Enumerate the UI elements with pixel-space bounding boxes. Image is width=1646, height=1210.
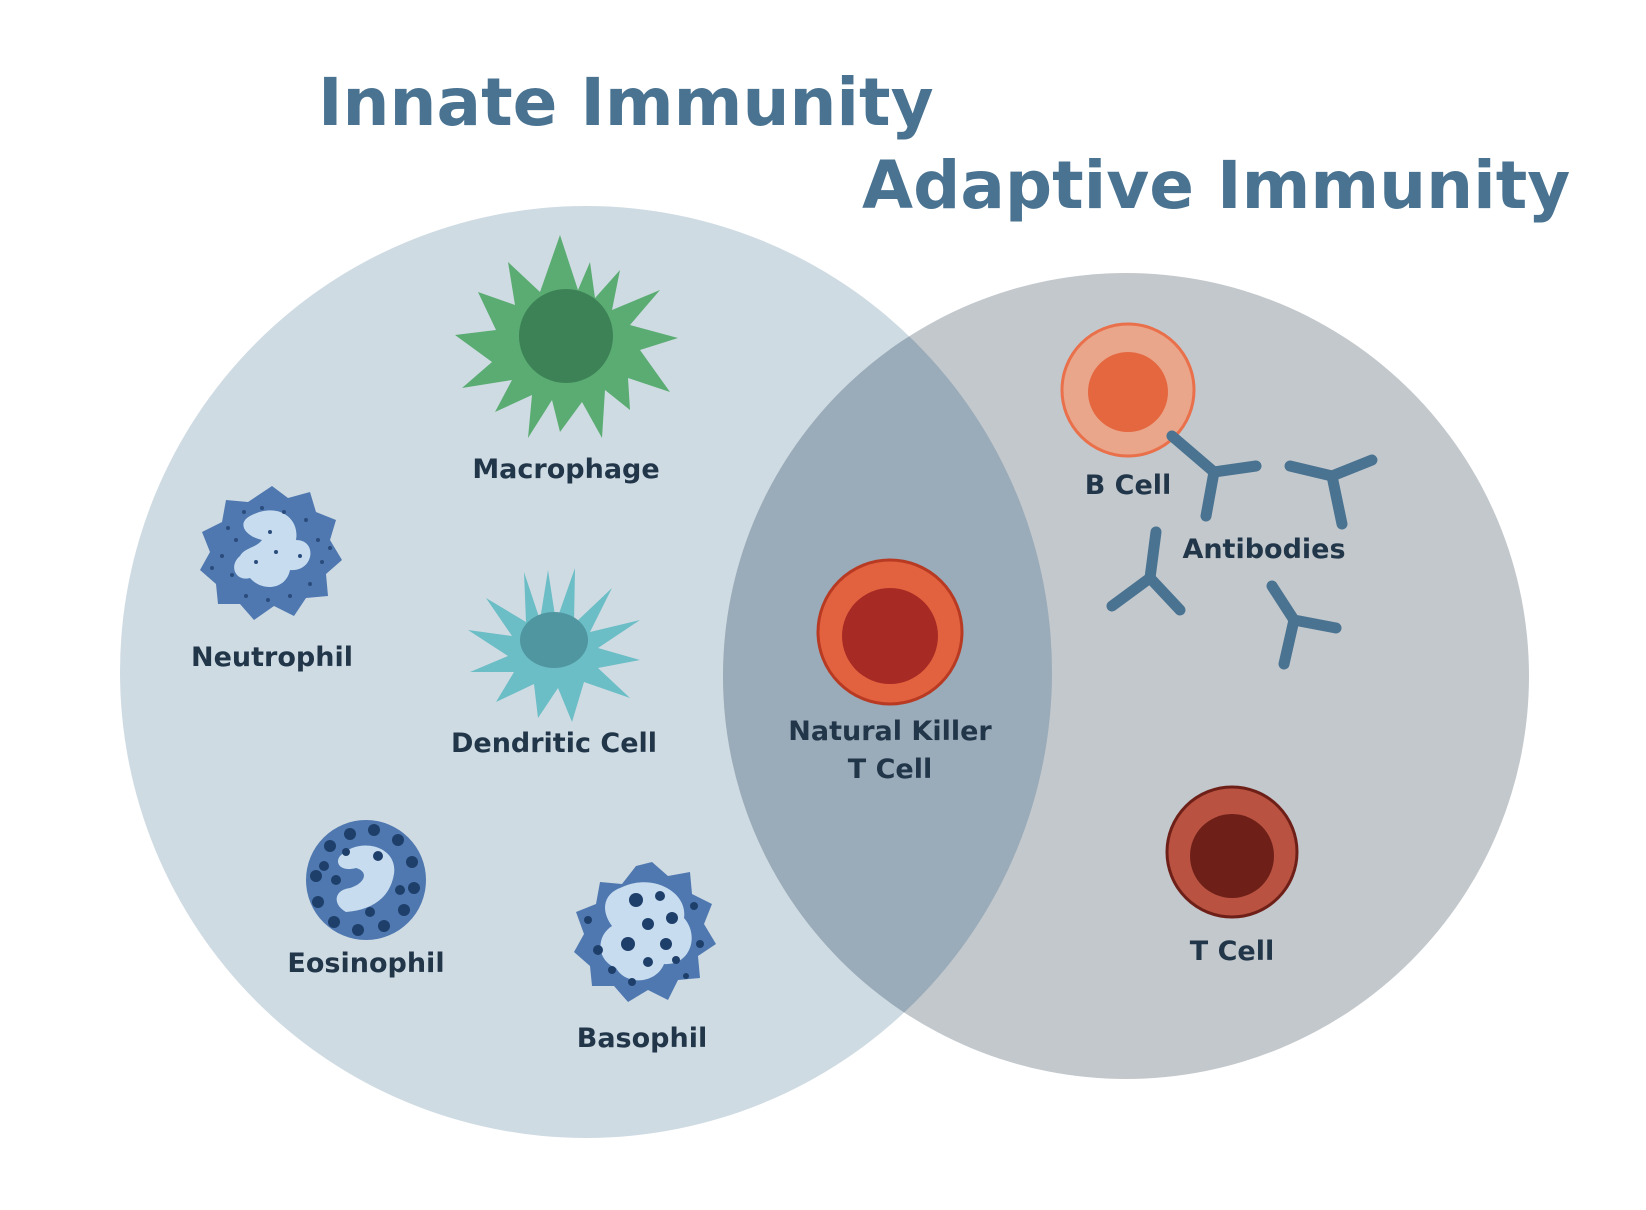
natural-killer-t-cell-label-line1: Natural Killer bbox=[788, 716, 992, 747]
natural-killer-t-cell-icon bbox=[816, 558, 964, 706]
antibody-icon-2 bbox=[1284, 454, 1378, 530]
adaptive-immunity-title: Adaptive Immunity bbox=[862, 147, 1570, 224]
neutrophil-label: Neutrophil bbox=[191, 642, 353, 673]
antibody-icon-4 bbox=[1266, 580, 1342, 670]
b-cell-icon bbox=[1060, 322, 1196, 458]
dendritic-cell-icon bbox=[468, 568, 640, 722]
dendritic-cell-label: Dendritic Cell bbox=[451, 728, 657, 759]
basophil-label: Basophil bbox=[577, 1023, 707, 1054]
innate-immunity-title: Innate Immunity bbox=[318, 64, 934, 141]
antibody-icon-1 bbox=[1166, 430, 1262, 522]
neutrophil-icon bbox=[200, 486, 342, 620]
t-cell-icon bbox=[1165, 785, 1299, 919]
macrophage-icon bbox=[455, 235, 678, 438]
eosinophil-label: Eosinophil bbox=[287, 948, 444, 979]
overlap-region bbox=[723, 273, 1052, 1079]
antibody-icon-3 bbox=[1106, 526, 1186, 616]
natural-killer-t-cell-label-line2: T Cell bbox=[848, 754, 932, 785]
basophil-icon bbox=[574, 862, 716, 1002]
b-cell-label: B Cell bbox=[1085, 470, 1172, 501]
macrophage-label: Macrophage bbox=[472, 454, 659, 485]
antibodies-label: Antibodies bbox=[1182, 534, 1345, 565]
t-cell-label: T Cell bbox=[1190, 936, 1274, 967]
eosinophil-icon bbox=[306, 820, 426, 940]
